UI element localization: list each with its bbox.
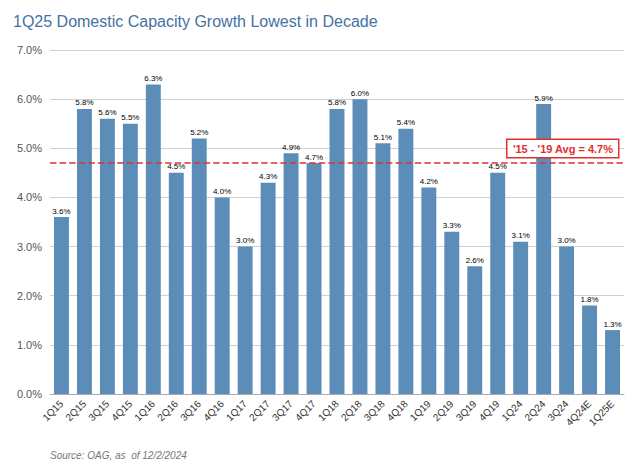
svg-text:6.3%: 6.3%	[144, 74, 162, 83]
svg-text:4.2%: 4.2%	[420, 177, 438, 186]
svg-text:1Q16: 1Q16	[132, 398, 157, 423]
svg-text:5.2%: 5.2%	[190, 128, 208, 137]
svg-text:4.0%: 4.0%	[213, 187, 231, 196]
svg-text:5.8%: 5.8%	[328, 98, 346, 107]
svg-text:1Q18: 1Q18	[316, 398, 341, 423]
svg-text:1Q17: 1Q17	[224, 398, 249, 423]
svg-text:6.0%: 6.0%	[351, 89, 369, 98]
svg-text:4Q16: 4Q16	[201, 398, 226, 423]
svg-text:1Q24: 1Q24	[500, 398, 525, 423]
svg-text:2Q15: 2Q15	[63, 398, 88, 423]
svg-text:2Q16: 2Q16	[155, 398, 180, 423]
svg-text:6.0%: 6.0%	[17, 93, 42, 105]
svg-text:Source: OAG, as of 12/2/2024: Source: OAG, as of 12/2/2024	[50, 450, 187, 461]
svg-text:4.9%: 4.9%	[282, 143, 300, 152]
svg-text:3Q17: 3Q17	[270, 398, 295, 423]
svg-text:4Q24E: 4Q24E	[563, 398, 594, 428]
svg-text:5.9%: 5.9%	[535, 94, 553, 103]
svg-text:5.6%: 5.6%	[98, 108, 116, 117]
svg-text:3.0%: 3.0%	[236, 236, 254, 245]
svg-text:4.5%: 4.5%	[488, 162, 507, 172]
svg-text:3.1%: 3.1%	[512, 231, 530, 240]
svg-text:4.3%: 4.3%	[259, 172, 277, 181]
svg-text:1.0%: 1.0%	[17, 339, 42, 351]
svg-text:1Q25E: 1Q25E	[587, 398, 617, 428]
svg-text:3Q18: 3Q18	[362, 398, 387, 423]
svg-text:4Q15: 4Q15	[109, 398, 134, 423]
svg-text:5.8%: 5.8%	[75, 98, 93, 107]
svg-text:2.0%: 2.0%	[17, 290, 42, 302]
svg-text:7.0%: 7.0%	[17, 44, 42, 56]
svg-text:4.0%: 4.0%	[17, 191, 42, 203]
svg-text:2.6%: 2.6%	[466, 256, 484, 265]
svg-text:3Q16: 3Q16	[178, 398, 203, 423]
svg-text:4Q17: 4Q17	[293, 398, 318, 423]
svg-text:4Q19: 4Q19	[477, 398, 502, 423]
svg-text:'15 - '19 Avg = 4.7%: '15 - '19 Avg = 4.7%	[513, 143, 613, 155]
svg-text:2Q19: 2Q19	[431, 398, 456, 423]
svg-text:1Q19: 1Q19	[408, 398, 433, 423]
svg-text:1.3%: 1.3%	[603, 320, 621, 329]
svg-text:1.8%: 1.8%	[580, 295, 598, 304]
svg-text:3.6%: 3.6%	[52, 207, 70, 216]
svg-text:5.1%: 5.1%	[374, 133, 392, 142]
svg-text:2Q18: 2Q18	[339, 398, 364, 423]
svg-text:5.0%: 5.0%	[17, 142, 42, 154]
svg-text:0.0%: 0.0%	[17, 388, 42, 400]
svg-text:5.4%: 5.4%	[397, 118, 415, 127]
svg-text:3Q15: 3Q15	[86, 398, 111, 423]
svg-text:2Q24: 2Q24	[522, 398, 547, 423]
svg-text:3Q24: 3Q24	[545, 398, 571, 424]
svg-text:5.5%: 5.5%	[121, 113, 139, 122]
svg-text:3.3%: 3.3%	[443, 221, 461, 230]
svg-text:3.0%: 3.0%	[17, 241, 42, 253]
svg-text:4.5%: 4.5%	[167, 162, 186, 172]
svg-text:2Q17: 2Q17	[247, 398, 272, 423]
svg-text:4Q18: 4Q18	[385, 398, 410, 423]
svg-text:3Q19: 3Q19	[454, 398, 479, 423]
svg-text:1Q25 Domestic Capacity Growth: 1Q25 Domestic Capacity Growth Lowest in …	[13, 13, 378, 30]
svg-text:1Q15: 1Q15	[40, 398, 65, 423]
svg-text:3.0%: 3.0%	[557, 236, 575, 245]
svg-text:4.7%: 4.7%	[305, 153, 323, 162]
